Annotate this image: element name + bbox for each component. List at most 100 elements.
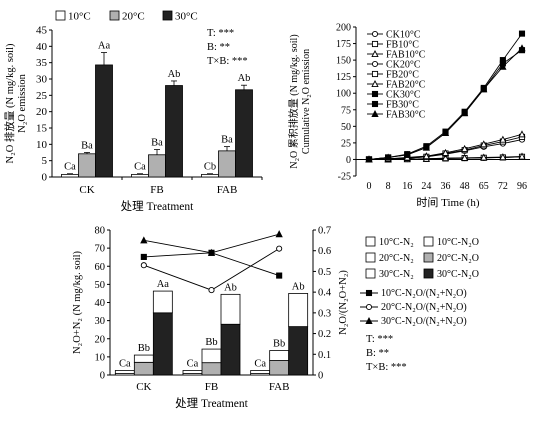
legend-label: 30°C-N₂O/(N₂+N₂O) [381, 316, 467, 327]
bar-n2o [220, 323, 241, 376]
data-point [422, 143, 431, 151]
panel-cumulative-lines: -25 0 25 50 75 100 125 150 175 200 0 8 16 24 36 48 65 72 9… [287, 23, 530, 209]
y-tick-label: 125 [336, 72, 351, 83]
stats-label: B: ** [207, 42, 230, 53]
y2-tick-label: 0.5 [318, 267, 331, 278]
bar-n2 [182, 370, 203, 374]
x-tick-label: 16 [402, 181, 412, 192]
y2-tick-label: 0.3 [318, 308, 331, 319]
data-point [518, 30, 526, 37]
x-tick-label: CK [136, 381, 151, 393]
bar-n2 [152, 290, 173, 314]
significance-label: Bb [138, 343, 150, 354]
legend-label: FAB10°C [386, 50, 426, 61]
x-tick-label: 0 [367, 181, 372, 192]
x-tick-label: 36 [441, 181, 451, 192]
legend-marker [371, 100, 379, 108]
y2-tick-label: 0.6 [318, 246, 331, 257]
y-axis-title: N₂O+N₂ (N mg/kg. soil) [72, 250, 83, 354]
significance-label: Ab [292, 281, 305, 292]
bar-n2 [114, 370, 135, 374]
y-tick-label: 20 [36, 106, 48, 118]
y-tick-label: 100 [336, 89, 351, 100]
y-tick-label: 25 [341, 138, 351, 149]
legend-label: CK20°C [386, 60, 421, 71]
y-axis-title: N₂O 累积排放量 (N mg/kg. soil) [287, 34, 300, 168]
data-point [460, 144, 469, 152]
x-tick-label: 24 [421, 181, 431, 192]
bar-n2 [250, 370, 271, 374]
legend-label: 30°C-N₂O [437, 269, 479, 280]
legend-swatch [423, 236, 434, 247]
y-tick-label: 40 [95, 298, 106, 309]
data-point [480, 85, 488, 93]
legend-marker [365, 303, 373, 311]
ratio-point [275, 230, 283, 238]
y-tick-label: 175 [336, 39, 351, 50]
legend-label: 20°C [122, 11, 145, 23]
data-point [441, 128, 450, 137]
ratio-line [143, 252, 280, 276]
x-axis-title: 时间 Time (h) [416, 196, 479, 209]
data-point [499, 62, 507, 70]
panel-emission-bars: 051015202530354045CKCaBaAaFBCaBaAbFABCbB… [3, 10, 263, 213]
significance-label: Aa [98, 41, 111, 52]
stats-label: T: *** [207, 28, 234, 39]
x-tick-label: FB [150, 184, 163, 196]
data-point [518, 44, 526, 52]
legend-marker [371, 70, 379, 78]
legend-marker [371, 40, 379, 48]
legend-label: 10°C-N₂O/(N₂+N₂O) [381, 288, 467, 299]
x-tick-label: 8 [386, 181, 391, 192]
y2-tick-label: 0.4 [318, 288, 332, 299]
bar-n2 [201, 348, 222, 364]
y-tick-label: 200 [336, 23, 351, 34]
x-axis-title: 处理 Treatment [121, 200, 195, 213]
x-tick-label: 48 [460, 181, 470, 192]
x-tick-label: FAB [217, 184, 238, 196]
data-point [460, 153, 469, 161]
ratio-point [140, 253, 147, 260]
data-point [403, 150, 411, 158]
y-axis-title-en: N₂O emission [17, 73, 28, 133]
bar [218, 150, 236, 178]
data-point [480, 153, 488, 161]
legend-marker [365, 317, 373, 325]
data-point [499, 135, 507, 143]
data-point [365, 155, 373, 163]
y-tick-label: 5 [42, 155, 48, 167]
x-tick-label: CK [79, 184, 94, 196]
x-tick-label: 65 [479, 181, 489, 192]
bar [78, 153, 96, 178]
legend-label: CK10°C [386, 30, 421, 41]
legend-label: FB30°C [386, 100, 419, 111]
y-tick-label: 15 [36, 123, 48, 135]
data-point [480, 140, 488, 148]
y-tick-label: 50 [95, 280, 106, 291]
significance-label: Ca [187, 358, 199, 369]
y-tick-label: 10 [36, 139, 48, 151]
data-point [441, 148, 450, 156]
legend-label: 10°C-N₂O [437, 237, 479, 248]
data-point [499, 153, 507, 161]
bar-n2o [269, 360, 290, 376]
x-tick-label: 72 [498, 181, 508, 192]
legend-swatch [423, 268, 434, 279]
legend-swatch [365, 252, 376, 263]
y2-tick-label: 0 [318, 371, 323, 382]
bar [95, 64, 113, 178]
significance-label: Ca [64, 162, 76, 173]
significance-label: Aa [157, 279, 170, 290]
significance-label: Ab [168, 69, 181, 80]
bar-n2 [288, 293, 309, 328]
legend-swatch [365, 268, 376, 279]
significance-label: Ba [151, 138, 163, 149]
data-point [384, 153, 392, 161]
significance-label: Ab [224, 282, 237, 293]
legend-swatch [109, 10, 120, 21]
y-tick-label: 50 [341, 122, 351, 133]
data-point [441, 154, 450, 162]
legend-label: 20°C-N₂O [437, 253, 479, 264]
bar-n2o [288, 326, 309, 376]
